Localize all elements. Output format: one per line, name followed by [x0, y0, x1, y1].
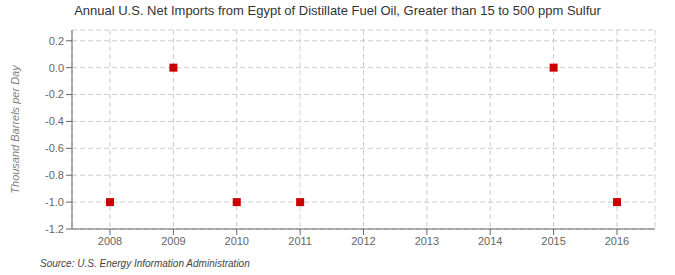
svg-text:2012: 2012: [351, 235, 375, 247]
svg-text:2015: 2015: [541, 235, 565, 247]
svg-text:2009: 2009: [161, 235, 185, 247]
svg-text:Thousand Barrels per Day: Thousand Barrels per Day: [9, 64, 21, 194]
svg-text:-0.6: -0.6: [45, 142, 64, 154]
html-text:Annual U.S. Net Imports from E: Annual U.S. Net Imports from Egypt of Di…: [74, 3, 601, 18]
svg-text:-0.2: -0.2: [45, 88, 64, 100]
svg-text:2008: 2008: [98, 235, 122, 247]
html-text:Source: U.S. Energy Informatio: Source: U.S. Energy Information Administ…: [40, 258, 250, 269]
svg-text:0.2: 0.2: [49, 35, 64, 47]
svg-text:0.0: 0.0: [49, 62, 64, 74]
svg-text:2011: 2011: [288, 235, 312, 247]
svg-text:2013: 2013: [415, 235, 439, 247]
svg-text:-1.2: -1.2: [45, 223, 64, 235]
svg-text:-0.8: -0.8: [45, 169, 64, 181]
svg-text:2010: 2010: [225, 235, 249, 247]
svg-text:2014: 2014: [478, 235, 502, 247]
svg-text:2016: 2016: [605, 235, 629, 247]
svg-text:-0.4: -0.4: [45, 115, 64, 127]
svg-text:-1.0: -1.0: [45, 196, 64, 208]
